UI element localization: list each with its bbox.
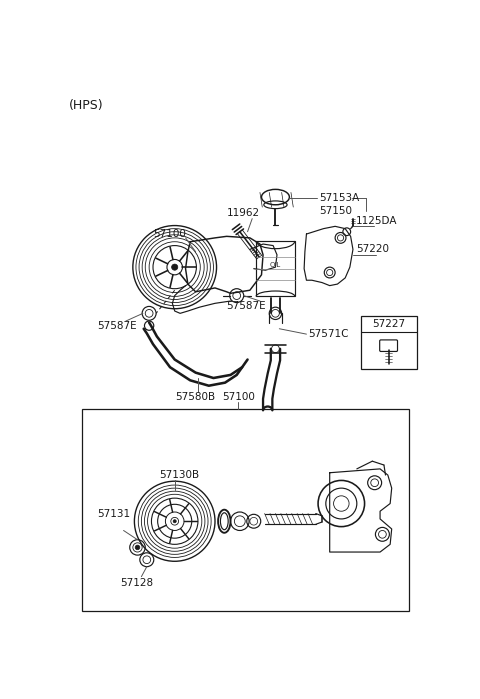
Bar xyxy=(256,241,295,296)
Text: 57150: 57150 xyxy=(320,206,353,216)
Text: 57153A: 57153A xyxy=(320,193,360,203)
Text: 57587E: 57587E xyxy=(227,301,266,310)
Text: 57130B: 57130B xyxy=(159,470,199,480)
Circle shape xyxy=(172,264,178,271)
Text: 57220: 57220 xyxy=(356,245,389,254)
Text: 11962: 11962 xyxy=(227,208,260,218)
Text: (HPS): (HPS) xyxy=(69,99,104,112)
Circle shape xyxy=(173,519,176,523)
Text: 57128: 57128 xyxy=(120,578,154,588)
Text: 57100: 57100 xyxy=(153,229,186,239)
Text: OIL: OIL xyxy=(270,262,281,268)
Text: 57580B: 57580B xyxy=(175,392,215,402)
Text: 57100: 57100 xyxy=(222,392,255,402)
Text: 57131: 57131 xyxy=(97,509,131,519)
Bar xyxy=(82,409,409,610)
Text: 57587E: 57587E xyxy=(97,322,137,331)
Text: 1125DA: 1125DA xyxy=(356,216,397,226)
Text: 57227: 57227 xyxy=(372,319,405,329)
Text: 57571C: 57571C xyxy=(308,329,348,339)
Circle shape xyxy=(135,545,140,549)
Bar xyxy=(360,317,417,369)
